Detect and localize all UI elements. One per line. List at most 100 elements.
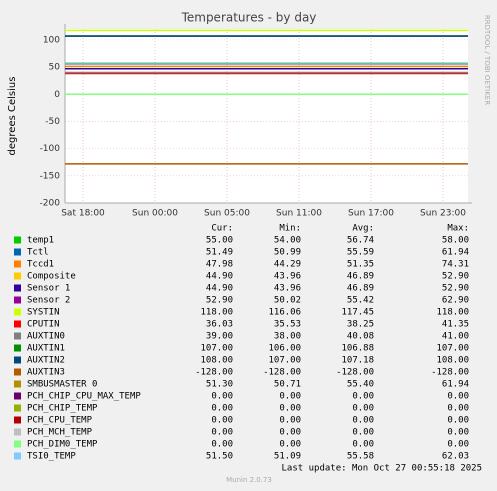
legend-swatch <box>14 440 21 448</box>
legend-value: 0.00 <box>447 428 469 438</box>
x-tick-label: Sun 05:00 <box>204 209 250 219</box>
legend-swatch <box>14 344 21 352</box>
legend-value: 56.74 <box>347 236 374 246</box>
legend-value: 58.00 <box>442 236 469 246</box>
legend-label: SMBUSMASTER 0 <box>27 380 97 390</box>
legend-value: 55.40 <box>347 380 374 390</box>
column-header: Cur: <box>211 224 233 234</box>
column-header: Max: <box>447 224 469 234</box>
legend-swatch <box>14 320 21 328</box>
legend-value: 0.00 <box>279 416 301 426</box>
legend-value: 51.50 <box>206 452 233 462</box>
legend-label: AUXTIN1 <box>27 344 65 354</box>
legend-value: 0.00 <box>211 404 233 414</box>
legend-swatch <box>14 452 21 460</box>
legend-swatch <box>14 380 21 388</box>
x-tick-label: Sun 11:00 <box>276 209 322 219</box>
legend-label: CPUTIN <box>27 320 60 330</box>
legend-value: 43.96 <box>274 272 301 282</box>
legend-value: 40.08 <box>347 332 374 342</box>
legend-value: 0.00 <box>279 404 301 414</box>
legend-value: 61.94 <box>442 248 469 258</box>
y-tick-label: -100 <box>40 144 61 154</box>
legend-label: SYSTIN <box>27 308 60 318</box>
legend-value: -128.00 <box>195 368 233 378</box>
column-header: Avg: <box>352 224 374 234</box>
legend-label: PCH_CHIP_CPU_MAX_TEMP <box>27 392 141 402</box>
legend-value: 0.00 <box>447 416 469 426</box>
legend-value: 44.90 <box>206 284 233 294</box>
legend-value: 39.00 <box>206 332 233 342</box>
footer: Munin 2.0.73 <box>226 476 272 484</box>
legend-value: -128.00 <box>336 368 374 378</box>
plot-area <box>65 29 468 203</box>
legend-value: 0.00 <box>352 428 374 438</box>
legend-label: TSI0_TEMP <box>27 452 76 462</box>
y-tick-label: 100 <box>43 35 60 45</box>
y-axis-label: degrees Celsius <box>7 77 18 156</box>
legend-value: 0.00 <box>447 404 469 414</box>
x-tick-label: Sun 23:00 <box>420 209 466 219</box>
legend-value: 108.00 <box>200 356 233 366</box>
x-tick-label: Sun 00:00 <box>132 209 178 219</box>
legend-value: 46.89 <box>347 284 374 294</box>
legend-value: 0.00 <box>352 416 374 426</box>
legend-swatch <box>14 404 21 412</box>
legend-value: 44.90 <box>206 272 233 282</box>
legend-value: 0.00 <box>211 416 233 426</box>
legend-value: 50.71 <box>274 380 301 390</box>
legend-value: 118.00 <box>436 308 469 318</box>
legend-value: 47.98 <box>206 260 233 270</box>
legend-label: Tctl <box>27 248 49 258</box>
legend-value: -128.00 <box>263 368 301 378</box>
legend-value: 50.99 <box>274 248 301 258</box>
legend-value: 0.00 <box>352 404 374 414</box>
legend-value: 55.00 <box>206 236 233 246</box>
legend-value: 38.25 <box>347 320 374 330</box>
last-update: Last update: Mon Oct 27 00:55:18 2025 <box>282 464 482 474</box>
column-header: Min: <box>279 224 301 234</box>
legend-value: 107.18 <box>341 356 374 366</box>
legend-value: 0.00 <box>211 392 233 402</box>
legend-swatch <box>14 248 21 256</box>
x-tick-label: Sat 18:00 <box>61 209 105 219</box>
legend-value: 107.00 <box>268 356 301 366</box>
legend-value: 0.00 <box>279 428 301 438</box>
legend-label: PCH_CHIP_TEMP <box>27 404 98 414</box>
legend-value: 41.35 <box>442 320 469 330</box>
legend-value: 118.00 <box>200 308 233 318</box>
legend-value: 117.45 <box>341 308 374 318</box>
legend-swatch <box>14 332 21 340</box>
legend-value: 0.00 <box>211 440 233 450</box>
legend-value: -128.00 <box>431 368 469 378</box>
y-tick-label: -200 <box>40 199 61 209</box>
legend-value: 62.03 <box>442 452 469 462</box>
legend-value: 74.31 <box>442 260 469 270</box>
legend-value: 0.00 <box>447 392 469 402</box>
legend-value: 0.00 <box>211 428 233 438</box>
y-tick-label: 0 <box>54 90 60 100</box>
legend-label: AUXTIN3 <box>27 368 65 378</box>
legend-swatch <box>14 260 21 268</box>
legend-swatch <box>14 296 21 304</box>
legend-value: 41.00 <box>442 332 469 342</box>
legend-value: 106.00 <box>268 344 301 354</box>
legend-label: AUXTIN2 <box>27 356 65 366</box>
legend-value: 51.30 <box>206 380 233 390</box>
legend-label: PCH_DIM0_TEMP <box>27 440 98 450</box>
legend-value: 46.89 <box>347 272 374 282</box>
y-tick-label: 50 <box>49 63 61 73</box>
y-tick-label: -50 <box>45 117 60 127</box>
legend-value: 106.88 <box>341 344 374 354</box>
legend-value: 44.29 <box>274 260 301 270</box>
legend-label: temp1 <box>27 236 54 246</box>
legend-value: 108.00 <box>436 356 469 366</box>
legend-swatch <box>14 356 21 364</box>
chart-title: Temperatures - by day <box>181 11 317 25</box>
legend-value: 38.00 <box>274 332 301 342</box>
legend-swatch <box>14 272 21 280</box>
legend-swatch <box>14 392 21 400</box>
legend-value: 52.90 <box>442 272 469 282</box>
legend-value: 0.00 <box>352 392 374 402</box>
legend-value: 52.90 <box>206 296 233 306</box>
